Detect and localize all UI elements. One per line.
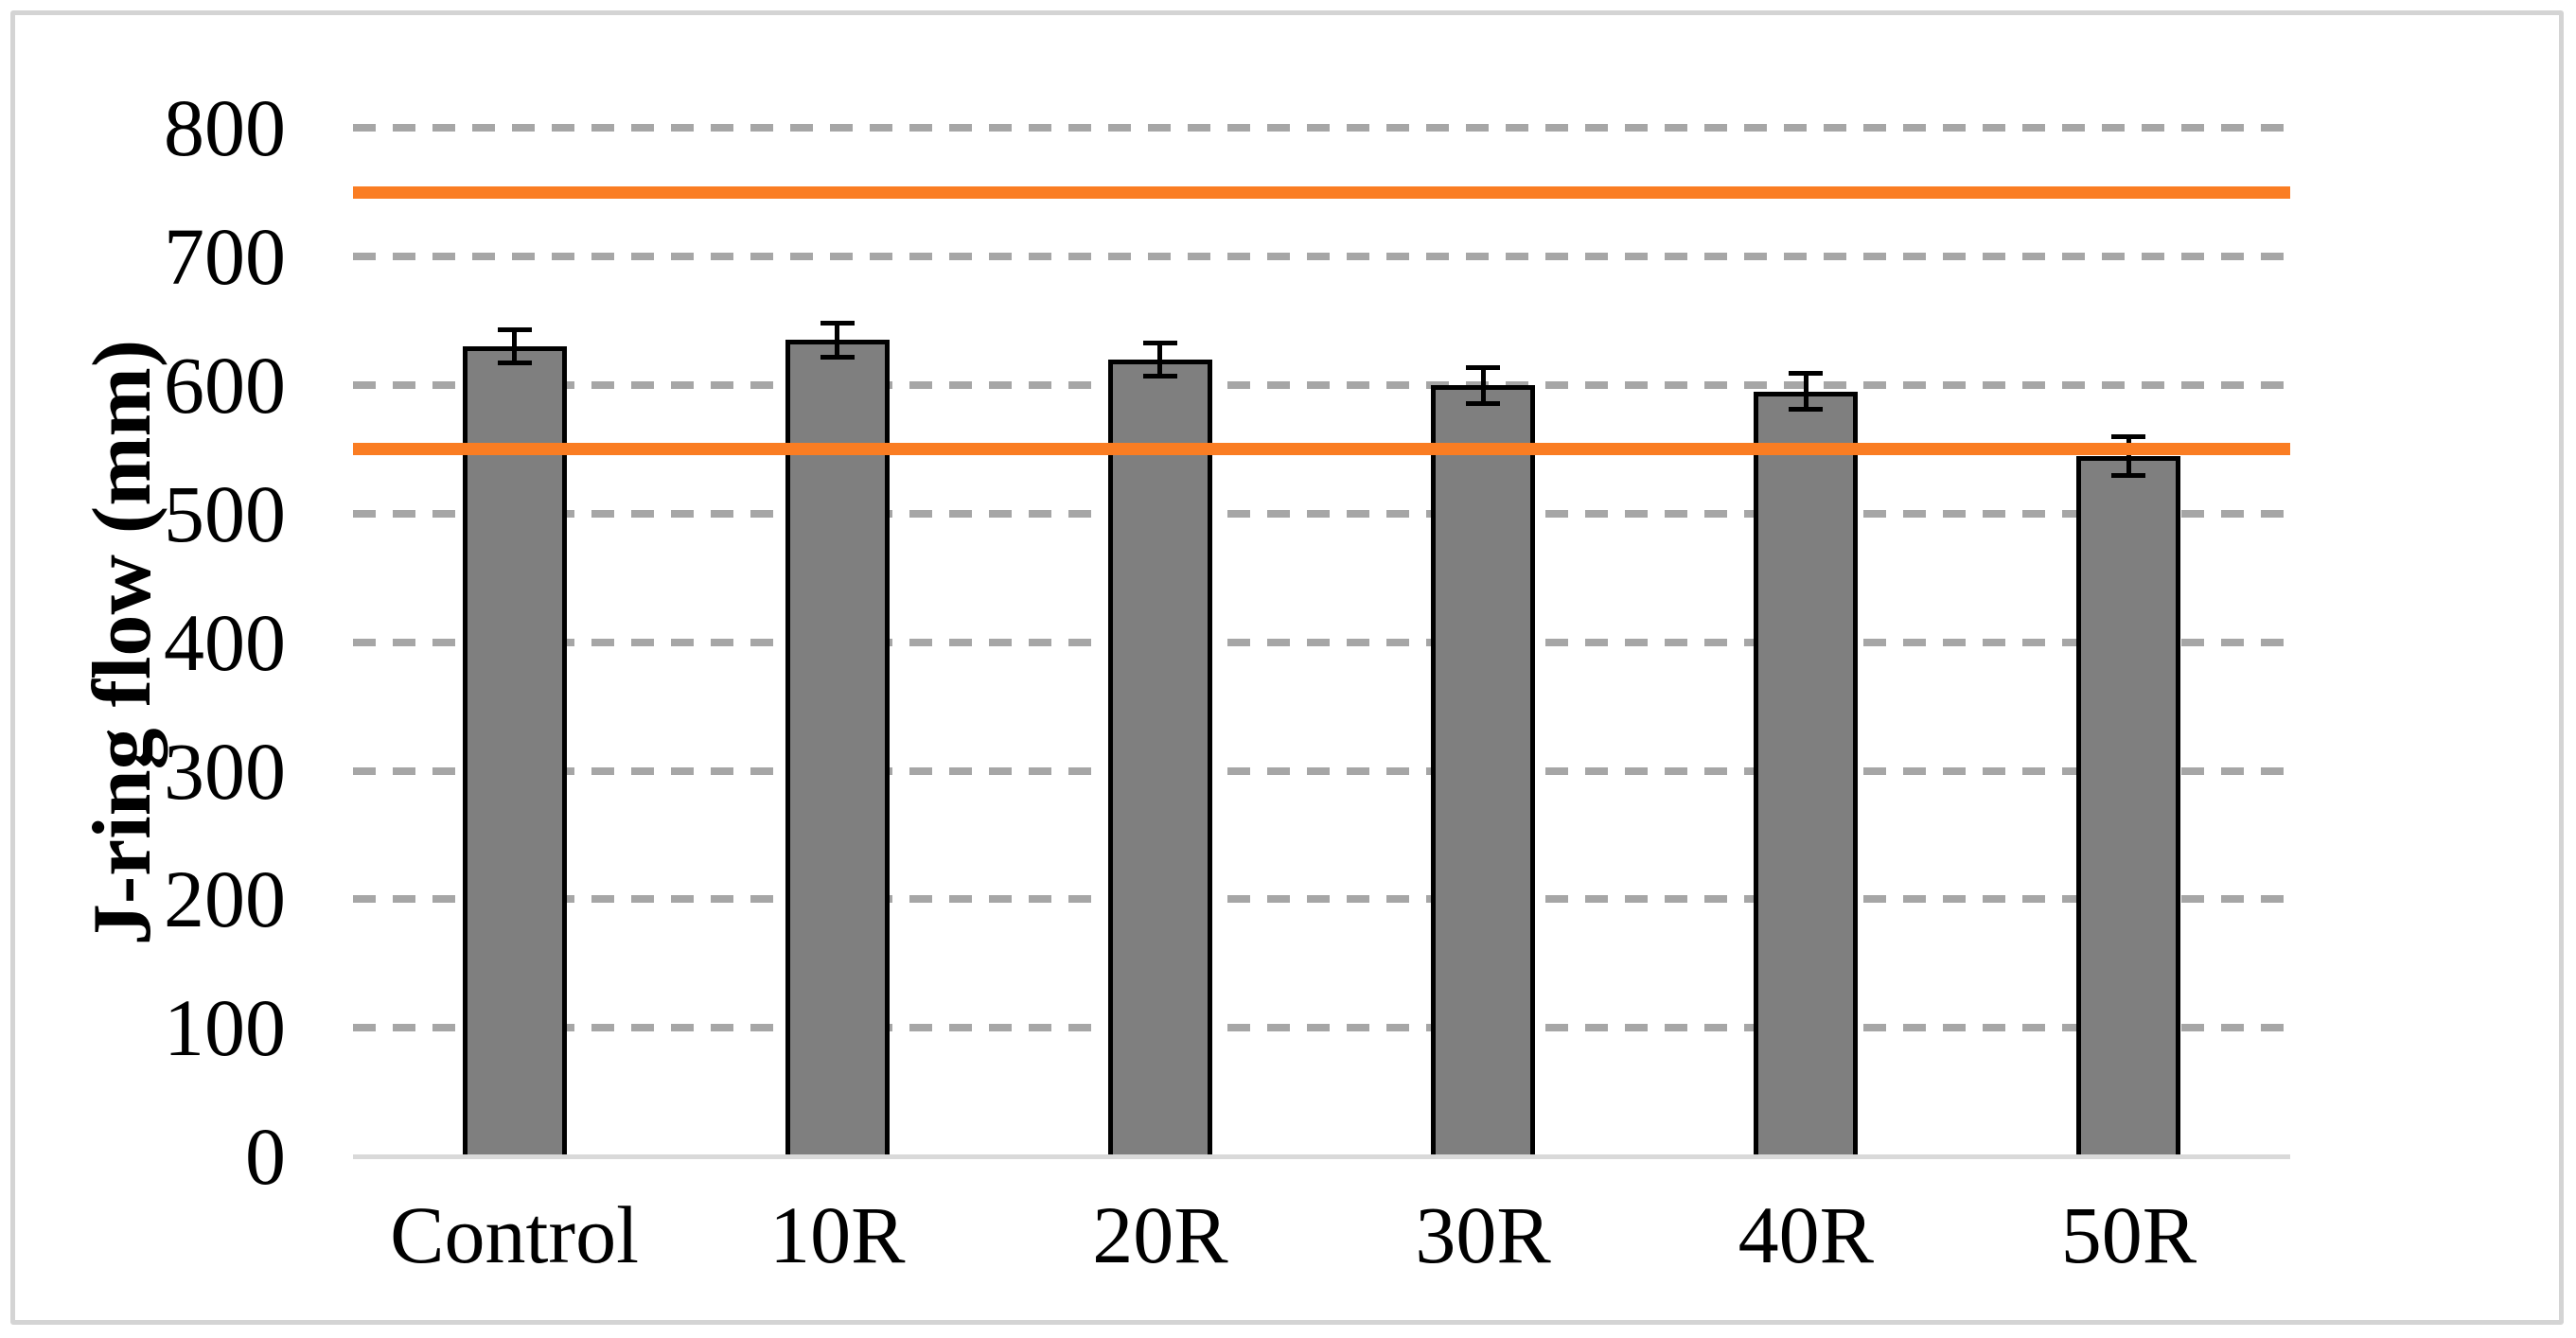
- error-bar-line-Control: [512, 329, 518, 363]
- error-bar-cap-bottom-50R: [2111, 472, 2146, 478]
- error-bar-cap-bottom-40R: [1789, 407, 1824, 413]
- bar-20R: [1107, 359, 1212, 1156]
- x-tick-label-Control: Control: [390, 1189, 639, 1280]
- error-bar-line-20R: [1157, 343, 1163, 377]
- y-tick-label-200: 200: [164, 854, 286, 945]
- x-tick-label-40R: 40R: [1738, 1189, 1874, 1280]
- bar-30R: [1431, 385, 1536, 1156]
- x-tick-label-20R: 20R: [1092, 1189, 1228, 1280]
- y-tick-label-100: 100: [164, 982, 286, 1074]
- error-bar-cap-top-10R: [820, 321, 855, 326]
- bar-10R: [785, 340, 890, 1156]
- y-tick-label-500: 500: [164, 467, 286, 559]
- error-bar-line-50R: [2126, 436, 2131, 476]
- gridline-800: [353, 124, 2290, 132]
- bar-50R: [2076, 455, 2181, 1156]
- gridline-400: [353, 638, 2290, 646]
- error-bar-cap-bottom-20R: [1142, 374, 1177, 379]
- error-bar-cap-top-20R: [1142, 340, 1177, 345]
- error-bar-cap-bottom-Control: [497, 361, 532, 366]
- x-axis-line: [353, 1153, 2290, 1159]
- error-bar-cap-top-40R: [1789, 371, 1824, 377]
- bar-Control: [462, 346, 567, 1156]
- error-bar-line-10R: [835, 323, 840, 358]
- gridline-100: [353, 1024, 2290, 1032]
- error-bar-cap-bottom-10R: [820, 354, 855, 360]
- error-bar-cap-top-30R: [1466, 364, 1501, 370]
- error-bar-line-40R: [1803, 373, 1808, 410]
- y-tick-label-400: 400: [164, 596, 286, 688]
- gridline-300: [353, 766, 2290, 775]
- gridline-200: [353, 895, 2290, 904]
- gridline-700: [353, 253, 2290, 261]
- y-tick-label-300: 300: [164, 725, 286, 817]
- error-bar-cap-bottom-30R: [1466, 400, 1501, 406]
- gridline-600: [353, 381, 2290, 390]
- x-tick-label-50R: 50R: [2060, 1189, 2197, 1280]
- upper-limit-line: [353, 185, 2290, 199]
- y-tick-label-800: 800: [164, 82, 286, 174]
- error-bar-line-30R: [1480, 367, 1486, 404]
- x-tick-label-30R: 30R: [1415, 1189, 1551, 1280]
- y-tick-label-0: 0: [245, 1111, 286, 1202]
- y-tick-label-700: 700: [164, 211, 286, 303]
- lower-limit-line: [353, 443, 2290, 456]
- gridline-500: [353, 509, 2290, 518]
- error-bar-cap-top-Control: [497, 327, 532, 333]
- bar-40R: [1754, 391, 1859, 1156]
- y-tick-label-600: 600: [164, 340, 286, 431]
- error-bar-cap-top-50R: [2111, 433, 2146, 439]
- x-tick-label-10R: 10R: [769, 1189, 906, 1280]
